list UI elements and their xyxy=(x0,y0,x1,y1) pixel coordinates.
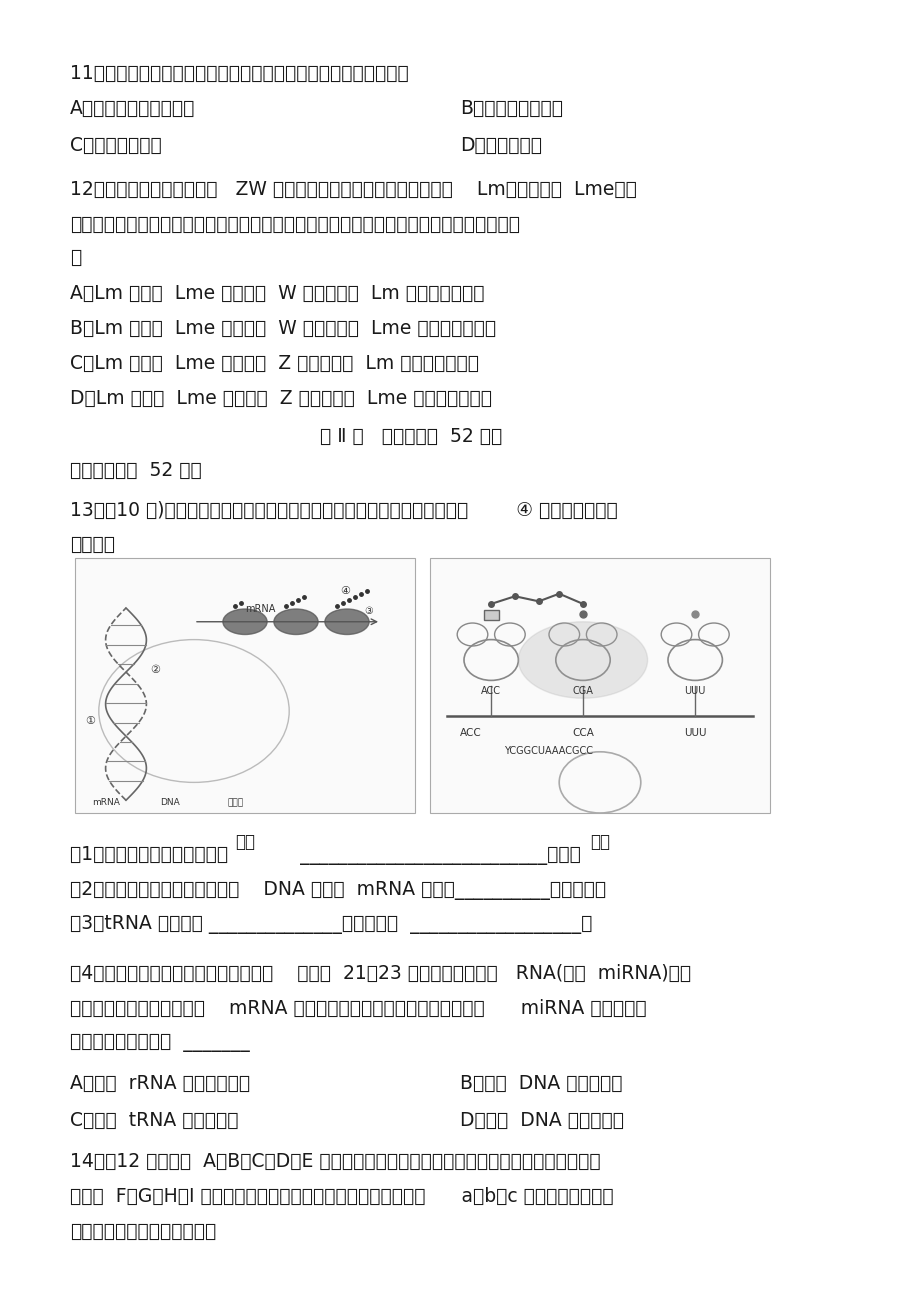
Text: 核糖体: 核糖体 xyxy=(228,799,244,808)
Text: A．阻断  rRNA 装配成核糖体: A．阻断 rRNA 装配成核糖体 xyxy=(70,1074,250,1092)
Text: 图回答：: 图回答： xyxy=(70,534,115,554)
FancyBboxPatch shape xyxy=(483,610,498,620)
Text: （4）真核生物细胞内存在着种类繁多、    长度为  21－23 个核苷酸的小分子   RNA(简称  miRNA)。它: （4）真核生物细胞内存在着种类繁多、 长度为 21－23 个核苷酸的小分子 RN… xyxy=(70,963,690,982)
Text: UUU: UUU xyxy=(684,685,705,696)
Text: 们能与相关基因转录出来的    mRNA 互补形成局部双链。由此可以推断这些      miRNA 抑制基因表: 们能与相关基因转录出来的 mRNA 互补形成局部双链。由此可以推断这些 miRN… xyxy=(70,998,646,1018)
Text: ②: ② xyxy=(150,665,160,675)
Text: ④: ④ xyxy=(340,586,350,595)
Text: C．Lm 基因和  Lme 基因位于  Z 染色体上，  Lm 基因为显性基因: C．Lm 基因和 Lme 基因位于 Z 染色体上， Lm 基因为显性基因 xyxy=(70,353,479,373)
Text: 图甲: 图甲 xyxy=(234,833,255,851)
Text: D．影响  DNA 分子的转录: D．影响 DNA 分子的转录 xyxy=(460,1110,623,1130)
Bar xyxy=(75,558,414,813)
Text: mRNA: mRNA xyxy=(244,603,275,614)
Text: YCGGCUAAACGCC: YCGGCUAAACGCC xyxy=(504,747,593,756)
Text: 14．（12 分）下图  A、B、C、D、E 表示某雄性动物体内处于不同分裂状态或时期的细胞，坐: 14．（12 分）下图 A、B、C、D、E 表示某雄性动物体内处于不同分裂状态或… xyxy=(70,1152,600,1170)
Text: ACC: ACC xyxy=(481,685,501,696)
Text: （2）图甲中碱基互补配对发生在    DNA 分子与  mRNA 分子、__________分子之间。: （2）图甲中碱基互补配对发生在 DNA 分子与 mRNA 分子、________… xyxy=(70,881,606,899)
Text: 第 Ⅱ 卷   非选择题（  52 分）: 第 Ⅱ 卷 非选择题（ 52 分） xyxy=(320,426,502,446)
Text: A．Lm 基因和  Lme 基因位于  W 染色体上，  Lm 基因为显性基因: A．Lm 基因和 Lme 基因位于 W 染色体上， Lm 基因为显性基因 xyxy=(70,284,484,302)
Text: 标图中  F、G、H、I 表示该动物精子产生过程中，不同时期细胞的      a、b、c 三种结构或物质的: 标图中 F、G、H、I 表示该动物精子产生过程中，不同时期细胞的 a、b、c 三… xyxy=(70,1187,613,1205)
Text: （1）图甲中涉及中心法则中的            __________________________过程。: （1）图甲中涉及中心法则中的 _________________________… xyxy=(70,846,580,864)
Text: 图乙: 图乙 xyxy=(589,833,609,851)
Ellipse shape xyxy=(222,609,267,635)
Text: 是: 是 xyxy=(70,248,81,267)
Text: CGA: CGA xyxy=(572,685,593,696)
Text: 结茧）控制。在家蚕群体中，雌蚕不结茧的比例远大于雄蚕不结茧的比例。下列叙述正确的: 结茧）控制。在家蚕群体中，雌蚕不结茧的比例远大于雄蚕不结茧的比例。下列叙述正确的 xyxy=(70,215,519,233)
Text: UUU: UUU xyxy=(683,728,706,739)
Text: C．有纺锤体形成: C．有纺锤体形成 xyxy=(70,136,162,155)
Text: D．着丝点分开: D．着丝点分开 xyxy=(460,136,541,155)
Text: ③: ③ xyxy=(364,606,372,616)
Text: 二、综合题（  52 分）: 二、综合题（ 52 分） xyxy=(70,460,201,480)
Text: B．妨碍  DNA 分子的解旋: B．妨碍 DNA 分子的解旋 xyxy=(460,1074,622,1092)
Ellipse shape xyxy=(274,609,318,635)
Text: B．同源染色体联会: B．同源染色体联会 xyxy=(460,99,562,117)
Text: 12．家蚕的性别决定方式是   ZW 型，其幼虫结茧情况受一对等位基因    Lm（结茧）和  Lme（不: 12．家蚕的性别决定方式是 ZW 型，其幼虫结茧情况受一对等位基因 Lm（结茧）… xyxy=(70,180,636,198)
Text: 13．（10 分)如图甲表示某细胞中遗传信息传递的部分过程，图乙为图甲中        ④ 的放大图。请据: 13．（10 分)如图甲表示某细胞中遗传信息传递的部分过程，图乙为图甲中 ④ 的… xyxy=(70,500,617,520)
Ellipse shape xyxy=(324,609,369,635)
Text: C．干扰  tRNA 识别密码子: C．干扰 tRNA 识别密码子 xyxy=(70,1110,238,1130)
Ellipse shape xyxy=(517,622,647,698)
Text: DNA: DNA xyxy=(160,799,179,808)
Text: ACC: ACC xyxy=(460,728,482,739)
Text: （3）tRNA 的来源是 ______________，其作用是  __________________。: （3）tRNA 的来源是 ______________，其作用是 _______… xyxy=(70,916,592,934)
Text: CCA: CCA xyxy=(572,728,594,739)
Text: D．Lm 基因和  Lme 基因位于  Z 染色体上，  Lme 基因为显性基因: D．Lm 基因和 Lme 基因位于 Z 染色体上， Lme 基因为显性基因 xyxy=(70,388,492,408)
Bar xyxy=(429,558,769,813)
Text: 11．与有丝分裂相比，减数分裂过程中染色体最显著的变化之一是: 11．与有丝分裂相比，减数分裂过程中染色体最显著的变化之一是 xyxy=(70,64,408,82)
Text: ①: ① xyxy=(85,715,95,726)
Text: B．Lm 基因和  Lme 基因位于  W 染色体上，  Lme 基因为显性基因: B．Lm 基因和 Lme 基因位于 W 染色体上， Lme 基因为显性基因 xyxy=(70,318,495,337)
Text: 数量变化。请据图回答问题：: 数量变化。请据图回答问题： xyxy=(70,1221,216,1240)
Text: A．染色体移向细胞两极: A．染色体移向细胞两极 xyxy=(70,99,195,117)
Text: mRNA: mRNA xyxy=(92,799,119,808)
Text: 达的分子机制可能是  _______: 达的分子机制可能是 _______ xyxy=(70,1033,249,1053)
